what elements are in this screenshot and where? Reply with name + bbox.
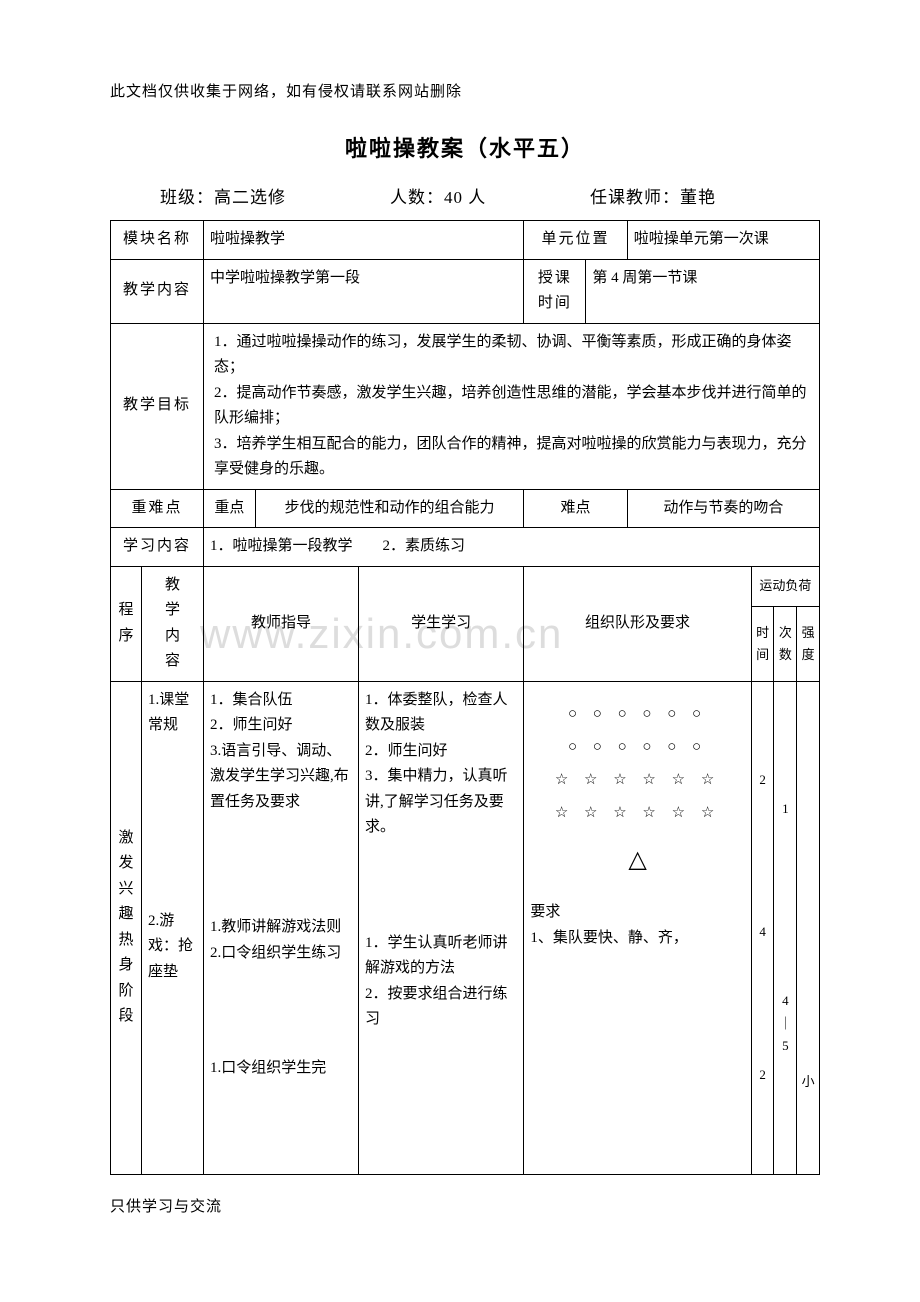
class-value: 高二选修 xyxy=(214,188,286,207)
formation-row-1: ○ ○ ○ ○ ○ ○ xyxy=(530,698,744,731)
col-load: 运动负荷 xyxy=(751,566,819,607)
teacher-value: 董艳 xyxy=(680,188,716,207)
header-note: 此文档仅供收集于网络，如有侵权请联系网站删除 xyxy=(110,80,820,101)
unit-pos-value: 啦啦操单元第一次课 xyxy=(627,221,819,260)
key-label: 重点 xyxy=(204,489,256,528)
col-teach-content: 教学内容 xyxy=(142,566,204,681)
count-value: 40 人 xyxy=(444,188,486,207)
footer-note: 只供学习与交流 xyxy=(110,1195,820,1216)
col-teacher-guide: 教师指导 xyxy=(204,566,359,681)
unit-pos-label: 单元位置 xyxy=(524,221,627,260)
count-label: 人数： xyxy=(390,188,444,207)
class-label: 班级： xyxy=(160,188,214,207)
teach-goal-value: 1．通过啦啦操操动作的练习，发展学生的柔韧、协调、平衡等素质，形成正确的身体姿态… xyxy=(204,323,820,489)
student-learn-cell: 1．体委整队，检查人数及服装 2．师生问好 3．集中精力，认真听讲,了解学习任务… xyxy=(359,681,524,1174)
diff-label: 难点 xyxy=(524,489,627,528)
teach-goal-label: 教学目标 xyxy=(111,323,204,489)
module-name-value: 啦啦操教学 xyxy=(204,221,524,260)
intensity-col: 小 xyxy=(797,681,820,1174)
teach-time-label: 授课时间 xyxy=(524,259,586,323)
time-col: 2 4 2 xyxy=(751,681,774,1174)
times-col: 1 4｜5 xyxy=(774,681,797,1174)
col-student-learn: 学生学习 xyxy=(359,566,524,681)
key-diff-label: 重难点 xyxy=(111,489,204,528)
req-1: 1、集队要快、静、齐， xyxy=(530,926,744,952)
formation-row-3: ☆ ☆ ☆ ☆ ☆ ☆ xyxy=(530,764,744,797)
col-time: 时间 xyxy=(751,607,774,681)
req-label: 要求 xyxy=(530,900,744,926)
key-value: 步伐的规范性和动作的组合能力 xyxy=(255,489,524,528)
module-name-label: 模块名称 xyxy=(111,221,204,260)
teacher-guide-cell: 1．集合队伍 2．师生问好 3.语言引导、调动、激发学生学习兴趣,布置任务及要求… xyxy=(204,681,359,1174)
teach-content-value: 中学啦啦操教学第一段 xyxy=(204,259,524,323)
stage-label: 激发兴趣热身阶段 xyxy=(111,681,142,1174)
study-content-label: 学习内容 xyxy=(111,528,204,567)
formation-cell: ○ ○ ○ ○ ○ ○ ○ ○ ○ ○ ○ ○ ☆ ☆ ☆ ☆ ☆ ☆ ☆ ☆ … xyxy=(524,681,751,1174)
page-title: 啦啦操教案（水平五） xyxy=(110,131,820,163)
meta-row: 班级：高二选修 人数：40 人 任课教师：董艳 xyxy=(110,183,820,208)
teach-content-cell: 1.课堂常规 2.游戏：抢座垫 xyxy=(142,681,204,1174)
triangle-icon: △ xyxy=(530,840,744,881)
col-formation: 组织队形及要求 xyxy=(524,566,751,681)
col-times: 次数 xyxy=(774,607,797,681)
teach-time-value: 第 4 周第一节课 xyxy=(586,259,820,323)
formation-row-4: ☆ ☆ ☆ ☆ ☆ ☆ xyxy=(530,797,744,830)
col-intensity: 强度 xyxy=(797,607,820,681)
lesson-table: 模块名称 啦啦操教学 单元位置 啦啦操单元第一次课 教学内容 中学啦啦操教学第一… xyxy=(110,220,820,1175)
col-seq: 程序 xyxy=(111,566,142,681)
diff-value: 动作与节奏的吻合 xyxy=(627,489,819,528)
teach-content-label: 教学内容 xyxy=(111,259,204,323)
teacher-label: 任课教师： xyxy=(590,188,680,207)
formation-row-2: ○ ○ ○ ○ ○ ○ xyxy=(530,731,744,764)
study-content-value: 1．啦啦操第一段教学 2．素质练习 xyxy=(204,528,820,567)
